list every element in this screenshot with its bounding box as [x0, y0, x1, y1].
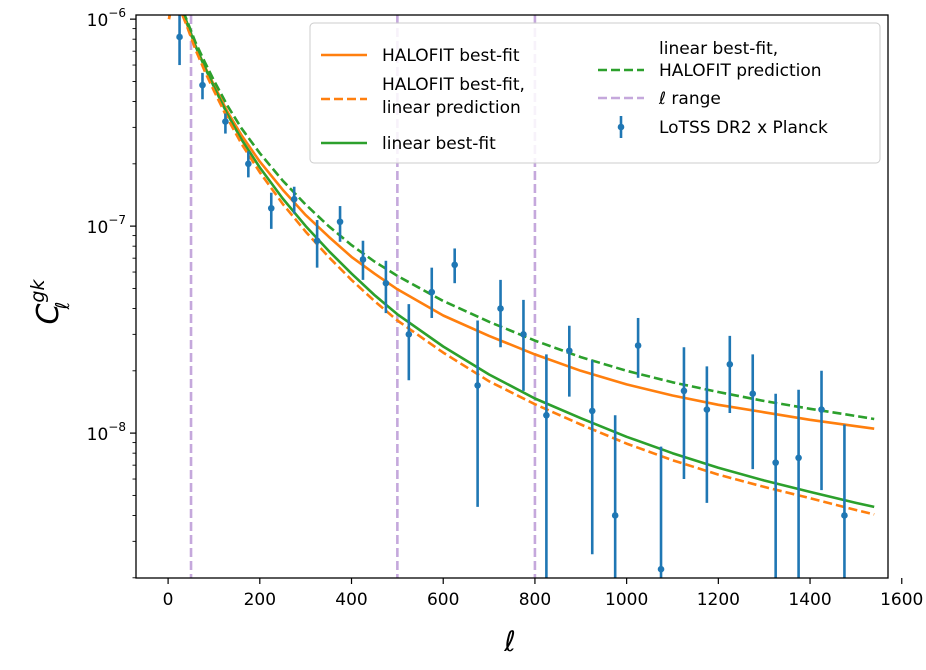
x-axis-ticks: 0 200 400 600 800 1000 1200 1400 1600 — [163, 578, 923, 610]
data-point-23 — [703, 406, 711, 413]
data-point-21 — [657, 565, 665, 573]
data-point-18 — [588, 407, 596, 415]
legend-label-l-range-symbol: ℓ — [658, 89, 666, 109]
y-tick-exp-1: −7 — [108, 213, 126, 227]
data-point-15 — [520, 331, 527, 338]
data-point-3 — [245, 160, 252, 168]
data-point-6 — [313, 237, 321, 245]
series-line-halofit-best-fit-linear-prediction — [167, 15, 875, 516]
data-point-9 — [382, 279, 390, 287]
y-tick-label-0: 10−6 — [87, 6, 126, 31]
y-axis-label-sup: gk — [27, 279, 49, 303]
data-point-20 — [634, 342, 642, 349]
data-point-1 — [199, 81, 206, 89]
data-point-19 — [611, 512, 619, 519]
data-point-4 — [267, 204, 275, 212]
legend-label-halofit-linear-line2: linear prediction — [382, 98, 521, 118]
data-point-25 — [749, 390, 757, 398]
legend: HALOFIT best-fit HALOFIT best-fit, linea… — [309, 22, 881, 164]
x-tick-label-8: 1600 — [880, 590, 923, 610]
x-tick-label-5: 1000 — [605, 590, 648, 610]
y-tick-label-2: 10−8 — [87, 420, 126, 445]
y-axis-label: Cgkℓ — [27, 279, 74, 325]
x-tick-label-4: 800 — [519, 590, 551, 610]
legend-label-halofit-best-fit: HALOFIT best-fit — [382, 46, 520, 66]
data-point-13 — [474, 382, 481, 389]
data-point-11 — [428, 288, 436, 296]
legend-box — [309, 22, 881, 164]
data-point-16 — [543, 411, 550, 419]
legend-swatch-lotss-marker — [617, 123, 625, 131]
legend-label-linear-best-fit: linear best-fit — [382, 134, 496, 154]
y-tick-base-0: 10 — [87, 11, 109, 31]
legend-label-lotss: LoTSS DR2 x Planck — [659, 118, 828, 138]
data-point-22 — [680, 387, 688, 395]
legend-label-l-range: ℓ range — [658, 89, 721, 109]
x-tick-label-1: 200 — [244, 590, 276, 610]
legend-label-halofit-linear-line1: HALOFIT best-fit, — [382, 75, 525, 95]
data-point-5 — [290, 195, 298, 203]
y-axis-label-main: C — [31, 304, 66, 325]
legend-label-linear-halofit-line1: linear best-fit, — [659, 39, 778, 59]
plot-frame — [135, 14, 889, 579]
y-tick-exp-0: −6 — [108, 6, 126, 20]
data-points — [176, 15, 848, 578]
x-tick-label-3: 600 — [427, 590, 459, 610]
legend-label-linear-halofit-prediction: linear best-fit, HALOFIT prediction — [659, 39, 822, 81]
data-point-28 — [818, 406, 825, 413]
x-tick-label-0: 0 — [163, 590, 174, 610]
data-point-24 — [726, 361, 734, 368]
y-tick-base-2: 10 — [87, 425, 109, 445]
x-axis-label: ℓ — [503, 625, 516, 658]
data-point-7 — [336, 218, 344, 226]
y-tick-label-1: 10−7 — [87, 213, 126, 238]
y-tick-exp-2: −8 — [108, 420, 126, 434]
data-point-14 — [497, 305, 504, 312]
y-axis-label-sub: ℓ — [52, 302, 74, 311]
y-tick-base-1: 10 — [87, 218, 109, 238]
y-axis-ticks: 10−610−710−8 — [87, 6, 136, 579]
x-tick-label-6: 1200 — [697, 590, 740, 610]
legend-label-halofit-linear-prediction: HALOFIT best-fit, linear prediction — [382, 75, 530, 118]
x-tick-label-7: 1400 — [788, 590, 831, 610]
data-point-26 — [772, 459, 779, 466]
data-point-12 — [451, 261, 458, 269]
legend-label-linear-halofit-line2: HALOFIT prediction — [659, 61, 822, 81]
data-point-0 — [176, 33, 183, 41]
x-tick-label-2: 400 — [335, 590, 367, 610]
data-point-29 — [841, 512, 848, 519]
legend-label-l-range-rest: range — [666, 89, 721, 109]
data-point-8 — [359, 256, 367, 263]
data-point-27 — [795, 454, 802, 462]
data-point-17 — [566, 347, 573, 355]
y-axis-label-text: Cgkℓ — [27, 279, 74, 325]
data-point-2 — [222, 118, 229, 125]
data-point-10 — [405, 331, 413, 338]
